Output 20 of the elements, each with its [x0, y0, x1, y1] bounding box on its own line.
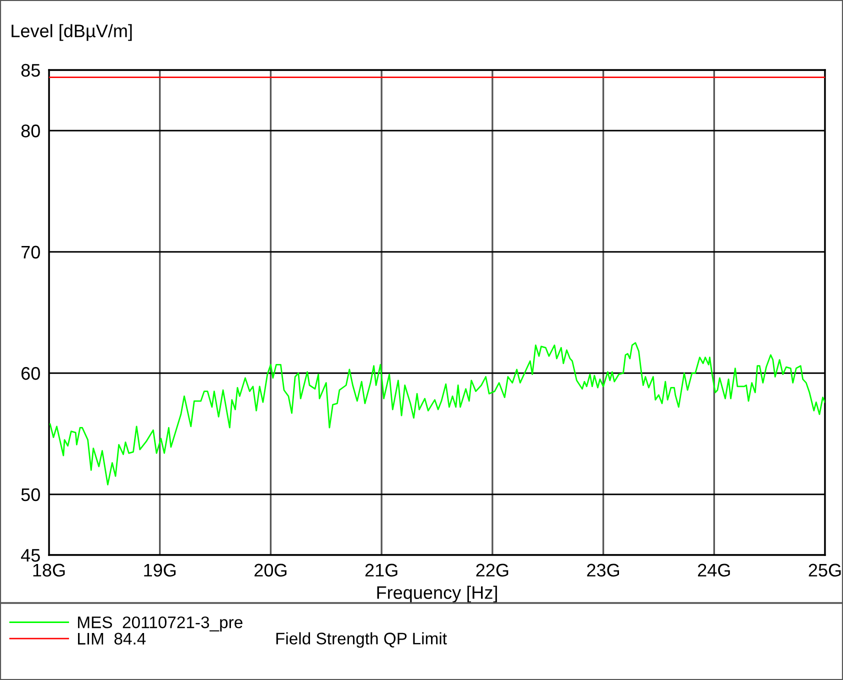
y-tick-label: 80: [21, 124, 40, 138]
y-tick-label: 85: [21, 64, 40, 77]
y-tick-label: 45: [21, 549, 40, 562]
x-tick-label: 22G: [476, 564, 508, 577]
x-tick-label: 20G: [254, 564, 286, 577]
y-tick-label: 60: [22, 367, 40, 380]
legend-label: MES 20110721-3_pre: [78, 616, 242, 632]
y-tick-label: 70: [22, 246, 40, 259]
y-axis-title: Level [dBµV/m]: [12, 24, 132, 41]
y-tick-label: 50: [21, 488, 40, 502]
x-tick-label: 23G: [587, 564, 619, 577]
x-tick-label: 21G: [365, 564, 398, 577]
text: Field Strength QP Limit: [276, 632, 447, 648]
x-tick-label: 19G: [144, 564, 176, 577]
legend-label: LIM 84.4: [78, 632, 146, 645]
x-tick-label: 24G: [698, 564, 730, 577]
x-tick-label: 18G: [33, 564, 65, 577]
x-axis-title: Frequency [Hz]: [377, 586, 497, 603]
line-series: [49, 342, 825, 486]
x-tick-label: 25G: [808, 564, 841, 577]
